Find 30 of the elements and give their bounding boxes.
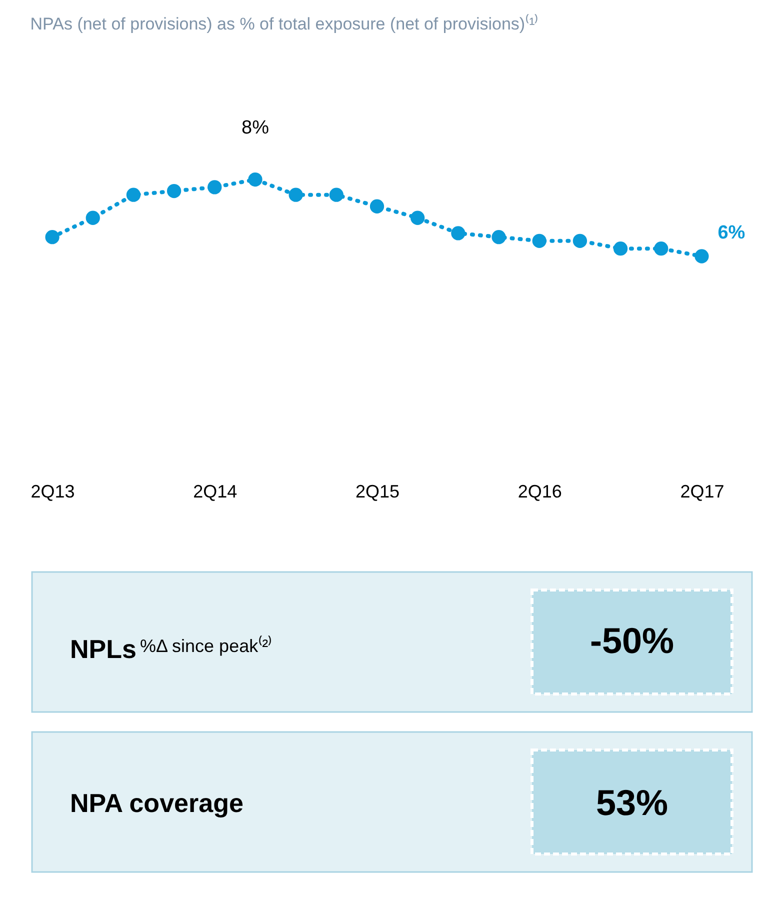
text: 53%	[596, 782, 668, 823]
point	[613, 242, 628, 256]
point	[532, 234, 546, 248]
text: %Δ since peak⁽²⁾	[140, 635, 272, 656]
x-tick-label: 2Q16	[518, 482, 562, 502]
point	[45, 230, 60, 244]
point	[208, 180, 222, 194]
point	[492, 230, 506, 244]
x-tick-label: 2Q14	[193, 482, 238, 502]
data-label: 8%	[242, 118, 270, 139]
x-tick-label: 2Q15	[355, 482, 400, 502]
text: NPA coverage	[70, 788, 244, 818]
point	[410, 210, 425, 225]
point	[370, 199, 384, 214]
point	[572, 234, 588, 248]
data-label: 6%	[718, 222, 746, 244]
point	[694, 249, 709, 264]
point	[166, 184, 182, 198]
x-tick-label: 2Q17	[680, 482, 724, 502]
point	[329, 188, 344, 202]
text: -50%	[590, 620, 674, 661]
chart-title: NPAs (net of provisions) as % of total exposure (net of provisions)⁽¹⁾	[30, 14, 539, 34]
text: NPLs	[70, 634, 136, 664]
x-tick-label: 2Q13	[30, 482, 75, 502]
point	[126, 188, 141, 202]
point	[86, 210, 100, 225]
point	[451, 226, 466, 240]
point	[288, 188, 303, 202]
point	[248, 172, 262, 187]
point	[654, 242, 668, 256]
